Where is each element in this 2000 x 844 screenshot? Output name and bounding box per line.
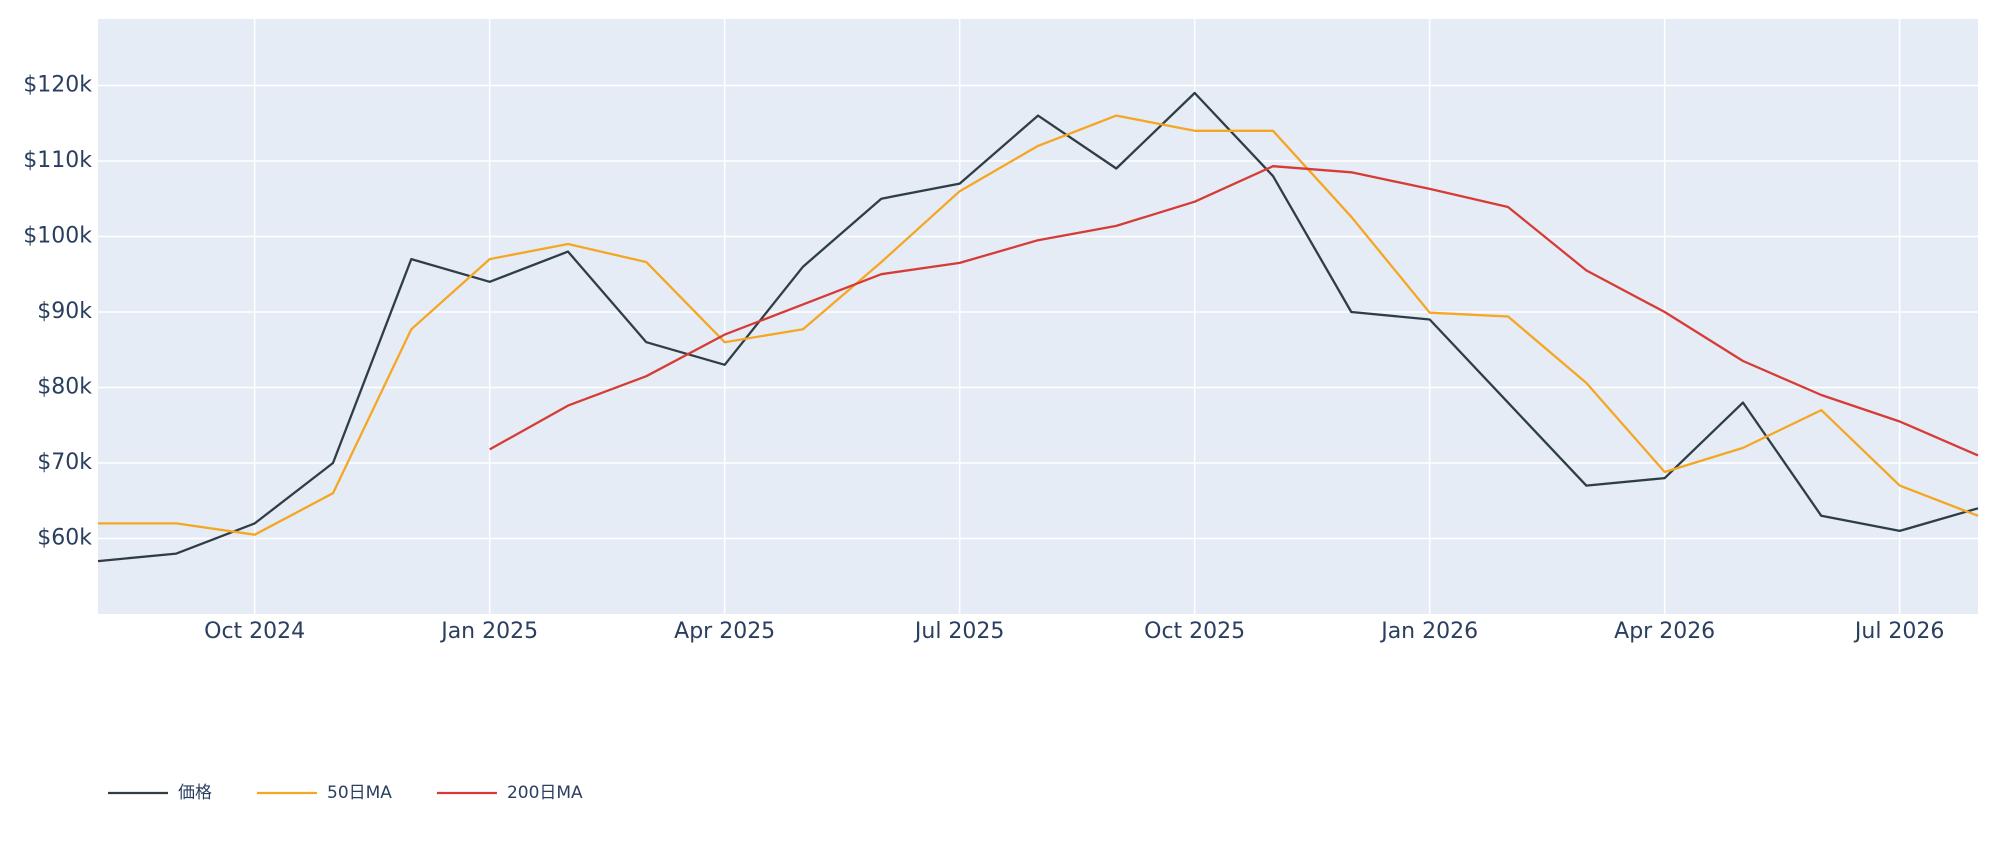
y-tick-label: $120k: [23, 72, 92, 97]
legend-label: 50日MA: [327, 783, 392, 803]
series-line: [98, 114, 1979, 536]
plot-area: [98, 19, 1978, 614]
x-tick-label: Oct 2025: [1144, 619, 1245, 644]
y-tick-label: $100k: [23, 223, 92, 248]
y-tick-label: $90k: [37, 299, 92, 324]
x-tick-label: Jul 2026: [1853, 619, 1945, 644]
legend-label: 200日MA: [507, 783, 583, 803]
y-tick-label: $60k: [37, 525, 92, 550]
x-tick-label: Jul 2025: [913, 619, 1005, 644]
y-tick-label: $70k: [37, 450, 92, 475]
series-line: [489, 165, 1979, 457]
x-tick-label: Jan 2025: [439, 619, 538, 644]
series-line: [97, 91, 1979, 563]
y-tick-label: $110k: [23, 148, 92, 173]
x-tick-label: Jan 2026: [1379, 619, 1478, 644]
legend-label: 価格: [178, 783, 212, 803]
x-tick-label: Oct 2024: [204, 619, 305, 644]
x-tick-label: Apr 2025: [674, 619, 775, 644]
y-tick-label: $80k: [37, 374, 92, 399]
x-tick-label: Apr 2026: [1614, 619, 1715, 644]
